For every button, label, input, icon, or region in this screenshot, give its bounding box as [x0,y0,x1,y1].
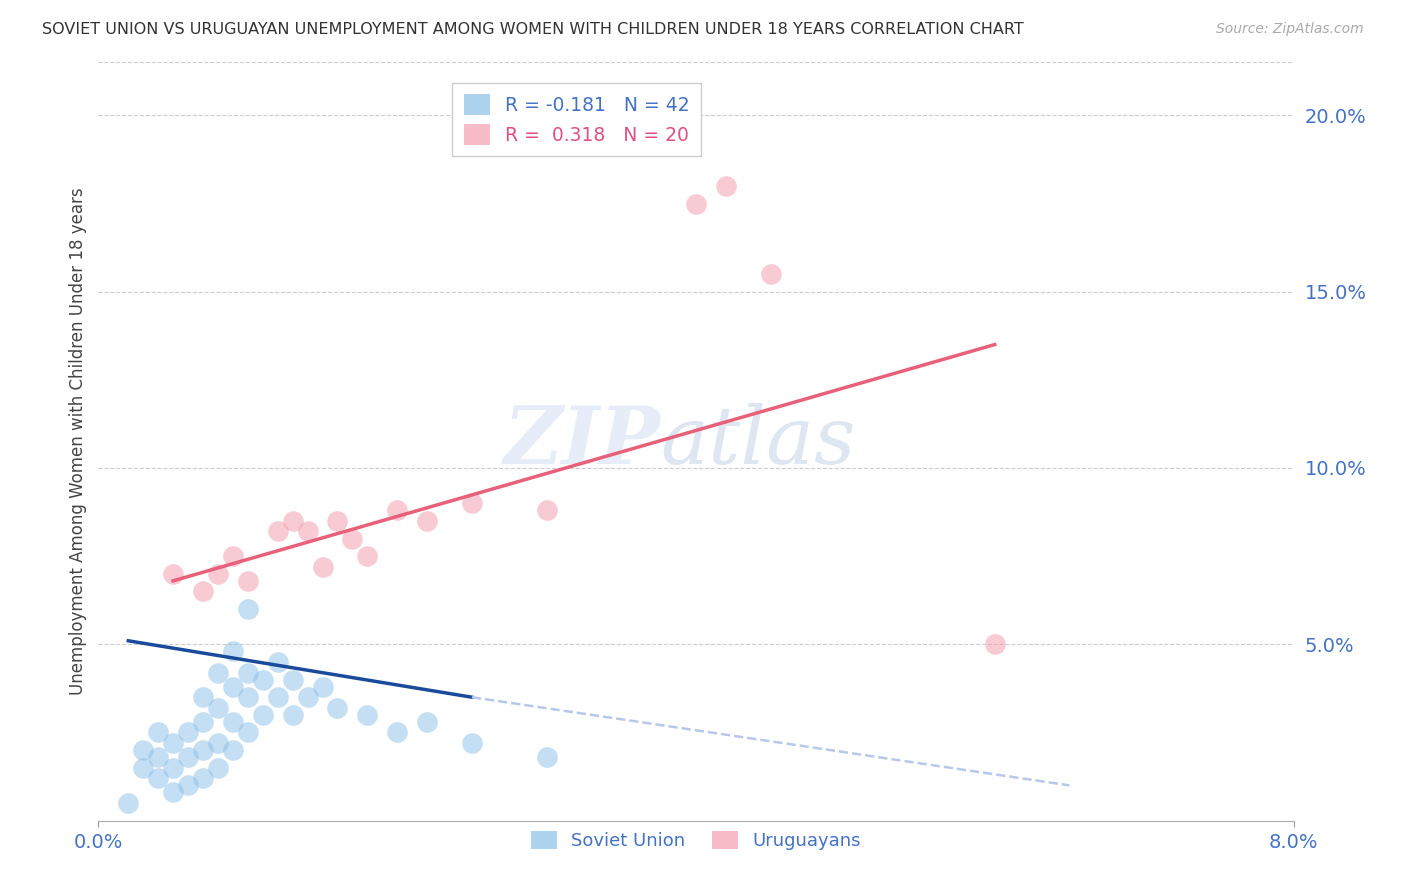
Y-axis label: Unemployment Among Women with Children Under 18 years: Unemployment Among Women with Children U… [69,187,87,696]
Point [191,714,214,729]
Point [191,584,214,599]
Point [252,707,274,722]
Point [162,785,184,799]
Point [222,680,245,694]
Point [207,665,229,680]
Point [132,761,155,775]
Point [236,690,259,705]
Point [207,566,229,581]
Point [281,707,304,722]
Point [281,673,304,687]
Point [267,655,290,669]
Point [162,566,184,581]
Point [416,514,439,528]
Point [385,725,409,739]
Point [281,514,304,528]
Point [311,680,333,694]
Point [177,725,200,739]
Point [267,690,290,705]
Point [236,665,259,680]
Point [207,736,229,750]
Point [685,196,707,211]
Point [222,714,245,729]
Point [984,637,1007,651]
Point [162,761,184,775]
Point [536,750,558,764]
Point [191,690,214,705]
Point [148,750,170,764]
Point [117,796,139,810]
Point [132,743,155,757]
Point [326,514,349,528]
Point [461,736,484,750]
Text: SOVIET UNION VS URUGUAYAN UNEMPLOYMENT AMONG WOMEN WITH CHILDREN UNDER 18 YEARS : SOVIET UNION VS URUGUAYAN UNEMPLOYMENT A… [42,22,1024,37]
Point [236,574,259,588]
Point [311,559,333,574]
Point [148,725,170,739]
Text: ZIP: ZIP [503,403,661,480]
Point [267,524,290,539]
Point [177,750,200,764]
Point [207,761,229,775]
Point [177,778,200,792]
Point [714,178,737,193]
Legend: Soviet Union, Uruguayans: Soviet Union, Uruguayans [524,823,868,857]
Text: atlas: atlas [661,403,855,480]
Point [191,772,214,786]
Point [342,532,364,546]
Point [759,267,782,281]
Point [356,549,378,563]
Point [536,503,558,517]
Point [236,602,259,616]
Point [222,644,245,658]
Text: Source: ZipAtlas.com: Source: ZipAtlas.com [1216,22,1364,37]
Point [461,496,484,510]
Point [326,700,349,714]
Point [222,549,245,563]
Point [191,743,214,757]
Point [416,714,439,729]
Point [162,736,184,750]
Point [356,707,378,722]
Point [385,503,409,517]
Point [222,743,245,757]
Point [297,524,319,539]
Point [207,700,229,714]
Point [236,725,259,739]
Point [148,772,170,786]
Point [297,690,319,705]
Point [252,673,274,687]
